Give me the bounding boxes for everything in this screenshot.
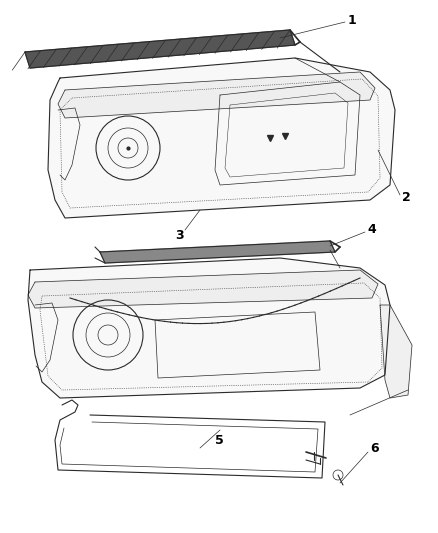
Text: 1: 1	[347, 13, 356, 27]
Polygon shape	[48, 58, 394, 218]
Text: 4: 4	[366, 222, 375, 236]
Polygon shape	[379, 305, 411, 398]
Polygon shape	[58, 72, 374, 118]
Polygon shape	[100, 241, 334, 263]
Text: 2: 2	[401, 190, 410, 204]
Text: 3: 3	[175, 229, 183, 241]
Polygon shape	[28, 258, 389, 398]
Polygon shape	[28, 270, 377, 308]
Polygon shape	[25, 30, 294, 68]
Text: 5: 5	[215, 433, 223, 447]
Text: 6: 6	[369, 441, 378, 455]
